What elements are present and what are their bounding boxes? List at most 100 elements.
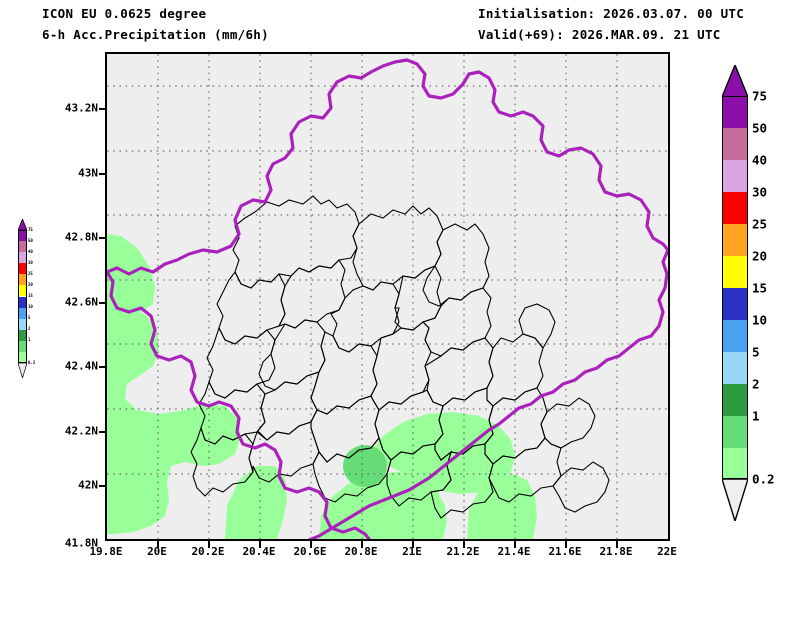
- colorbar-label-10: 10: [752, 312, 768, 328]
- mini-colorbar-label-15: 15: [28, 293, 33, 298]
- xtick-mark: [310, 541, 312, 548]
- xtick-mark: [208, 541, 210, 548]
- mini-colorbar-label-5: 5: [28, 315, 31, 320]
- precip-core-1-2: [343, 445, 387, 487]
- mini-colorbar-label-0.2: 0.2: [28, 360, 36, 365]
- ytick-42N: 42N: [78, 478, 98, 492]
- mini-colorbar-band-25-30: [18, 274, 27, 286]
- colorbar-label-25: 25: [752, 216, 768, 232]
- mini-colorbar-label-25: 25: [28, 271, 33, 276]
- ytick-mark: [99, 366, 106, 368]
- ytick-42.8N: 42.8N: [64, 230, 98, 244]
- municipal-boundaries: [190, 195, 610, 519]
- ytick-mark: [99, 237, 106, 239]
- mini-colorbar-band-20-25: [18, 285, 27, 297]
- ytick-mark: [99, 431, 106, 433]
- colorbar-label-1: 1: [752, 408, 760, 424]
- mini-colorbar-label-2: 2: [28, 326, 31, 331]
- ytick-42.4N: 42.4N: [64, 359, 98, 373]
- mini-colorbar-band-2-5: [18, 329, 27, 341]
- colorbar-band-25-30: [722, 224, 748, 256]
- ytick-mark: [99, 108, 106, 110]
- colorbar-label-0.2: 0.2: [752, 471, 775, 487]
- xtick-19.8E: 19.8E: [89, 545, 123, 558]
- mini-colorbar-band-75-plus: [18, 230, 27, 242]
- colorbar-label-30: 30: [752, 184, 768, 200]
- model-title: ICON EU 0.0625 degree: [42, 6, 207, 21]
- mini-colorbar-band-30-40: [18, 263, 27, 275]
- xtick-21.4E: 21.4E: [497, 545, 531, 558]
- mini-colorbar-band-0.2-1: [18, 352, 27, 363]
- mini-colorbar-label-50: 50: [28, 238, 33, 243]
- xtick-20.2E: 20.2E: [191, 545, 225, 558]
- xtick-mark: [361, 541, 363, 548]
- xtick-21.2E: 21.2E: [446, 545, 480, 558]
- colorbar-band-1-2: [722, 416, 748, 448]
- ytick-41.8N: 41.8N: [64, 536, 98, 550]
- colorbar-label-2: 2: [752, 376, 760, 392]
- xtick-20.4E: 20.4E: [242, 545, 276, 558]
- ytick-mark: [99, 485, 106, 487]
- colorbar-label-75: 75: [752, 88, 768, 104]
- colorbar-label-5: 5: [752, 344, 760, 360]
- xtick-21.8E: 21.8E: [599, 545, 633, 558]
- colorbar-band-15-20: [722, 288, 748, 320]
- mini-colorbar-label-75: 75: [28, 227, 33, 232]
- ytick-43.2N: 43.2N: [64, 101, 98, 115]
- mini-colorbar-band-40-50: [18, 252, 27, 264]
- xtick-mark: [412, 541, 414, 548]
- mini-colorbar-label-10: 10: [28, 304, 33, 309]
- xtick-mark: [565, 541, 567, 548]
- colorbar-band-2-5: [722, 384, 748, 416]
- mini-colorbar-band-50-75: [18, 241, 27, 253]
- field-title: 6-h Acc.Precipitation (mm/6h): [42, 27, 269, 42]
- colorbar-band-75-plus: [722, 96, 748, 128]
- colorbar-band-40-50: [722, 160, 748, 192]
- ytick-42.6N: 42.6N: [64, 295, 98, 309]
- xtick-20.6E: 20.6E: [293, 545, 327, 558]
- xtick-21E: 21E: [402, 545, 422, 558]
- colorbar-label-50: 50: [752, 120, 768, 136]
- initialisation-time: Initialisation: 2026.03.07. 00 UTC: [478, 6, 745, 21]
- mini-colorbar-under-arrow: [18, 363, 27, 378]
- xtick-mark: [616, 541, 618, 548]
- mini-colorbar-label-20: 20: [28, 282, 33, 287]
- xtick-mark: [157, 541, 159, 548]
- colorbar-label-40: 40: [752, 152, 768, 168]
- colorbar-band-0.2-1: [722, 448, 748, 479]
- map-plot-area: [105, 52, 670, 541]
- ytick-43N: 43N: [78, 166, 98, 180]
- colorbar-band-10-15: [722, 320, 748, 352]
- colorbar-label-15: 15: [752, 280, 768, 296]
- colorbar-under-arrow: [722, 479, 748, 521]
- national-border-kosovo: [107, 58, 668, 539]
- grid-lines: [107, 54, 668, 539]
- mini-colorbar-label-40: 40: [28, 249, 33, 254]
- mini-colorbar-band-15-20: [18, 296, 27, 308]
- ytick-mark: [99, 173, 106, 175]
- precip-band-south-kosovo-0.2-1: [319, 472, 447, 539]
- mini-colorbar-band-5-10: [18, 318, 27, 330]
- mini-colorbar-frame: [18, 230, 27, 363]
- valid-time: Valid(+69): 2026.MAR.09. 21 UTC: [478, 27, 721, 42]
- mini-colorbar: 75 50 40 30 25 20 15 10 5 2 1 0.2: [18, 219, 35, 378]
- mini-colorbar-band-10-15: [18, 307, 27, 319]
- colorbar-label-20: 20: [752, 248, 768, 264]
- colorbar-band-5-10: [722, 352, 748, 384]
- colorbar-over-arrow: [722, 65, 748, 97]
- mini-colorbar-label-1: 1: [28, 337, 31, 342]
- xtick-mark: [514, 541, 516, 548]
- colorbar-band-50-75: [722, 128, 748, 160]
- colorbar-band-30-40: [722, 192, 748, 224]
- ytick-mark: [99, 302, 106, 304]
- precip-band-west-0.2-1: [107, 304, 241, 534]
- colorbar: 75 50 40 30 25 20 15 10 5 2 1 0.2: [722, 65, 775, 521]
- xtick-20.8E: 20.8E: [344, 545, 378, 558]
- precip-shading-layer: [107, 234, 537, 539]
- precip-band-east-edge-0.2-1: [467, 474, 537, 539]
- xtick-mark: [463, 541, 465, 548]
- mini-colorbar-band-1-2: [18, 340, 27, 352]
- mini-colorbar-label-30: 30: [28, 260, 33, 265]
- xtick-22E: 22E: [657, 545, 677, 558]
